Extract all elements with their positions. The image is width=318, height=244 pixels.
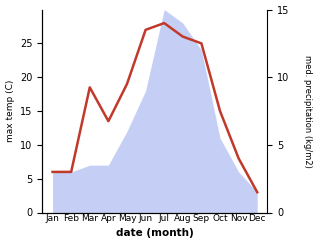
Y-axis label: max temp (C): max temp (C) — [5, 80, 15, 142]
Y-axis label: med. precipitation (kg/m2): med. precipitation (kg/m2) — [303, 55, 313, 167]
X-axis label: date (month): date (month) — [116, 228, 194, 238]
